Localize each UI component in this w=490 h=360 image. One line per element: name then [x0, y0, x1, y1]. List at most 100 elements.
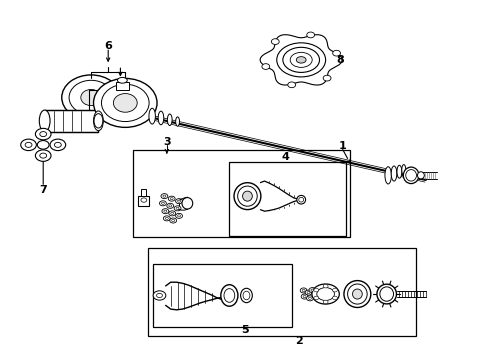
Text: 1: 1: [339, 141, 346, 151]
Text: 2: 2: [295, 336, 303, 346]
Circle shape: [301, 294, 308, 299]
Ellipse shape: [149, 108, 155, 124]
Bar: [45, 110, 98, 132]
Bar: [116, 82, 129, 90]
Ellipse shape: [94, 114, 103, 128]
Circle shape: [271, 39, 279, 45]
Circle shape: [167, 203, 173, 208]
Bar: [229, 162, 345, 235]
Circle shape: [159, 201, 166, 206]
Circle shape: [176, 207, 179, 210]
Ellipse shape: [168, 114, 172, 126]
Circle shape: [164, 210, 167, 212]
Ellipse shape: [243, 191, 252, 201]
Polygon shape: [260, 35, 342, 85]
Ellipse shape: [234, 183, 261, 210]
Circle shape: [175, 213, 182, 219]
Circle shape: [311, 289, 314, 291]
Circle shape: [157, 293, 162, 298]
Ellipse shape: [377, 284, 396, 304]
Ellipse shape: [283, 47, 319, 72]
Circle shape: [177, 215, 180, 217]
Bar: [139, 196, 149, 206]
Circle shape: [169, 211, 175, 216]
Text: 4: 4: [282, 152, 290, 162]
Circle shape: [35, 129, 51, 140]
Ellipse shape: [182, 198, 193, 209]
Text: 8: 8: [336, 55, 343, 65]
Circle shape: [303, 296, 306, 298]
Ellipse shape: [241, 288, 252, 303]
Circle shape: [177, 200, 180, 202]
Circle shape: [307, 32, 315, 38]
Circle shape: [309, 288, 316, 293]
Circle shape: [307, 296, 314, 301]
Text: 5: 5: [241, 325, 249, 335]
Ellipse shape: [296, 57, 306, 63]
Circle shape: [175, 199, 182, 204]
Ellipse shape: [118, 77, 127, 83]
Circle shape: [262, 64, 270, 69]
Ellipse shape: [221, 285, 238, 306]
Bar: [142, 189, 147, 196]
Circle shape: [168, 196, 175, 201]
Ellipse shape: [224, 289, 235, 302]
Circle shape: [40, 153, 47, 158]
Circle shape: [170, 218, 176, 223]
Circle shape: [162, 209, 169, 214]
Ellipse shape: [344, 280, 371, 307]
Ellipse shape: [243, 291, 250, 300]
Ellipse shape: [352, 289, 362, 299]
Circle shape: [288, 82, 295, 88]
Circle shape: [323, 300, 328, 304]
Ellipse shape: [347, 284, 367, 304]
Bar: [89, 90, 140, 116]
Circle shape: [309, 297, 312, 300]
Circle shape: [54, 142, 61, 147]
Circle shape: [170, 198, 173, 200]
Bar: [148, 248, 416, 336]
Circle shape: [163, 216, 170, 221]
Ellipse shape: [402, 165, 406, 175]
Ellipse shape: [299, 197, 304, 202]
Circle shape: [317, 288, 334, 301]
Circle shape: [314, 288, 319, 292]
Circle shape: [50, 139, 66, 150]
Ellipse shape: [385, 167, 392, 184]
Ellipse shape: [69, 80, 113, 115]
Circle shape: [161, 202, 164, 204]
Ellipse shape: [238, 186, 257, 206]
Text: 6: 6: [104, 41, 112, 50]
Circle shape: [314, 296, 319, 300]
Ellipse shape: [113, 94, 137, 112]
Circle shape: [305, 290, 312, 295]
Ellipse shape: [380, 287, 393, 301]
Bar: [153, 264, 293, 327]
Circle shape: [333, 288, 338, 292]
Circle shape: [165, 217, 168, 220]
Text: 3: 3: [163, 137, 171, 147]
Ellipse shape: [94, 78, 157, 127]
Circle shape: [333, 296, 338, 300]
Circle shape: [312, 284, 339, 304]
Circle shape: [172, 220, 174, 222]
Ellipse shape: [397, 165, 402, 178]
Circle shape: [174, 206, 181, 211]
Ellipse shape: [290, 52, 312, 67]
Circle shape: [161, 194, 168, 199]
Circle shape: [323, 284, 328, 288]
Text: 7: 7: [39, 185, 47, 195]
Ellipse shape: [403, 167, 419, 184]
Ellipse shape: [391, 166, 397, 181]
Circle shape: [35, 150, 51, 161]
Ellipse shape: [297, 195, 306, 204]
Ellipse shape: [62, 75, 121, 120]
Circle shape: [333, 50, 341, 56]
Ellipse shape: [81, 89, 101, 105]
Circle shape: [323, 75, 331, 81]
Ellipse shape: [277, 43, 326, 77]
Ellipse shape: [101, 84, 149, 122]
Circle shape: [169, 205, 171, 207]
Ellipse shape: [94, 111, 103, 131]
Bar: [133, 149, 350, 237]
